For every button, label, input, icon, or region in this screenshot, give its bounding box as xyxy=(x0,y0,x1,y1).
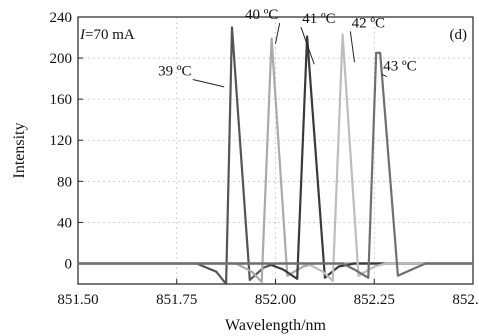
y-tick-label: 200 xyxy=(50,51,73,67)
series-line-5 xyxy=(78,51,473,279)
series-line-3 xyxy=(78,35,473,280)
x-tick-label: 852.00 xyxy=(255,292,296,308)
y-tick-label: 120 xyxy=(50,133,73,149)
peak-label-2: 40 ºC xyxy=(245,7,278,23)
y-tick-label: 40 xyxy=(57,215,72,231)
peak-leader-5 xyxy=(381,73,388,78)
series-line-4 xyxy=(78,33,473,282)
x-tick-label: 851.50 xyxy=(57,292,98,308)
x-tick-label: 852.50 xyxy=(452,292,479,308)
current-annotation: I=70 mA xyxy=(79,27,135,43)
x-tick-label: 852.25 xyxy=(354,292,395,308)
peak-label-5: 43 ºC xyxy=(383,58,416,74)
y-tick-label: 0 xyxy=(65,256,73,272)
peak-labels: 39 ºC 40 ºC 41 ºC 42 ºC 43 ºC xyxy=(158,7,417,88)
x-axis-label: Wavelength/nm xyxy=(225,317,326,334)
current-value: =70 mA xyxy=(85,27,135,43)
peak-leader-1 xyxy=(192,79,225,88)
gridlines xyxy=(78,17,473,284)
panel-label: (d) xyxy=(450,27,468,43)
y-tick-label: 80 xyxy=(57,174,72,190)
axis-ticks: 851.50 851.75 852.00 852.25 852.50 0 40 80 120 16… xyxy=(50,10,479,308)
y-axis-label: Intensity xyxy=(11,123,28,179)
peak-label-3: 41 ºC xyxy=(302,11,335,27)
series-line-2 xyxy=(78,37,473,283)
peak-label-1: 39 ºC xyxy=(158,64,191,80)
x-tick-label: 851.75 xyxy=(156,292,197,308)
y-tick-label: 240 xyxy=(50,10,73,26)
peak-label-4: 42 ºC xyxy=(352,15,385,31)
peak-leader-4 xyxy=(349,31,355,63)
y-tick-label: 160 xyxy=(50,92,73,108)
peak-leader-3 xyxy=(300,26,315,65)
series-lines xyxy=(78,26,473,286)
peak-leader-2 xyxy=(275,22,281,44)
current-symbol: I xyxy=(79,27,86,43)
